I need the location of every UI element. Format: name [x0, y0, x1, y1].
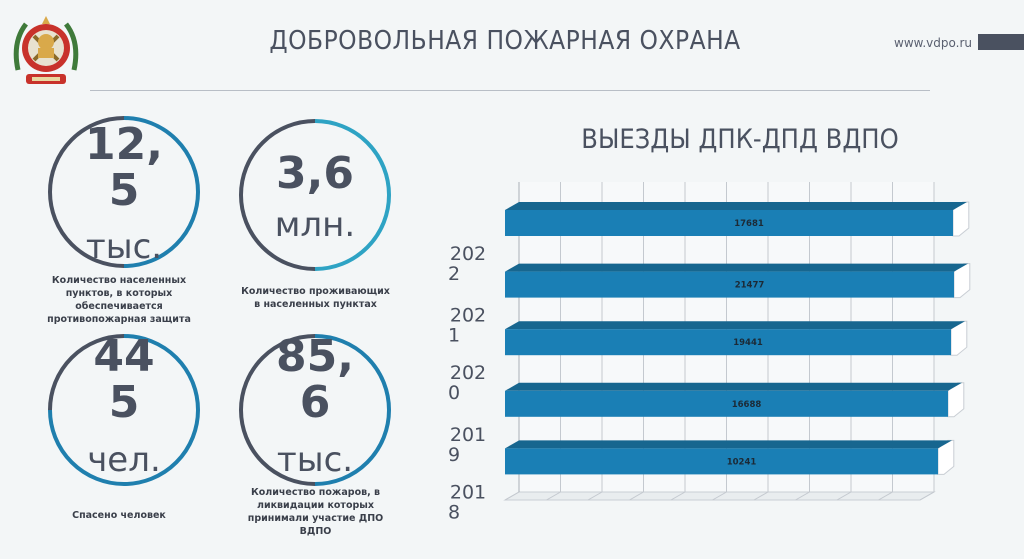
- stat-caption: Количество проживающих в населенных пунк…: [241, 286, 390, 310]
- bar-top: [505, 263, 968, 272]
- website-link[interactable]: www.vdpo.ru: [894, 36, 972, 50]
- category-label: 202 2: [448, 243, 486, 285]
- gridline: [546, 491, 561, 501]
- page-title: ДОБРОВОЛЬНАЯ ПОЖАРНАЯ ОХРАНА: [269, 26, 741, 56]
- header-divider: [90, 90, 930, 91]
- stat-ring: [239, 334, 391, 486]
- bar-top: [505, 382, 962, 391]
- category-label: 202 0: [448, 362, 486, 404]
- category-label: 201 9: [448, 424, 486, 466]
- stat-ring: [48, 334, 200, 486]
- category-label: 201 8: [448, 481, 486, 523]
- chart-title: ВЫЕЗДЫ ДПК-ДПД ВДПО: [581, 124, 899, 155]
- gridline: [629, 491, 644, 501]
- stat-population: 3,6 млн.: [235, 115, 395, 275]
- bar-top: [505, 202, 967, 210]
- stat-unit: тыс.: [276, 440, 354, 480]
- bar: [505, 271, 954, 298]
- gridline: [753, 491, 769, 501]
- gridline: [712, 491, 727, 501]
- stat-value: 3,6: [276, 148, 354, 199]
- stat-caption: Количество пожаров, в ликвидации которых…: [247, 487, 384, 537]
- bar-data-label: 16688: [732, 400, 762, 410]
- stat-unit: чел.: [87, 440, 161, 480]
- header-accent-bar: [978, 34, 1024, 50]
- bar-data-label: 10241: [727, 457, 757, 467]
- bar-data-label: 17681: [734, 219, 764, 229]
- bar: [505, 390, 948, 417]
- stat-ring: [48, 116, 200, 268]
- gridline: [836, 491, 852, 501]
- stat-value: 12, 5: [85, 119, 163, 216]
- stat-caption: Количество населенных пунктов, в которых…: [47, 275, 191, 325]
- bar: [505, 329, 951, 356]
- gridline: [878, 491, 893, 501]
- stat-unit: тыс.: [85, 227, 163, 267]
- bar-chart: 17681 202 2 21477 202 1 19441 202 0 16688 201 9 1024…: [448, 182, 971, 523]
- gridline: [504, 491, 520, 501]
- stat-value: 44 5: [93, 331, 155, 428]
- vdpo-emblem-logo: [12, 12, 80, 90]
- bar-top: [505, 321, 965, 330]
- stat-rescued: 44 5 чел.: [44, 330, 204, 490]
- stat-settlements: 12, 5 тыс.: [44, 112, 204, 272]
- stat-ring: [239, 119, 391, 271]
- category-label: 202 1: [448, 305, 486, 347]
- bar: [505, 448, 938, 475]
- bar: [505, 210, 953, 236]
- stat-value: 85, 6: [276, 331, 354, 428]
- bar-data-label: 19441: [733, 338, 763, 348]
- gridline: [670, 491, 686, 501]
- bar-data-label: 21477: [735, 281, 765, 291]
- gridline: [919, 491, 935, 501]
- gridline: [587, 491, 603, 501]
- stat-caption: Спасено человек: [72, 510, 166, 521]
- stat-unit: млн.: [274, 205, 356, 245]
- bar-top: [505, 440, 952, 449]
- gridline: [795, 491, 810, 501]
- stat-fires: 85, 6 тыс.: [235, 330, 395, 490]
